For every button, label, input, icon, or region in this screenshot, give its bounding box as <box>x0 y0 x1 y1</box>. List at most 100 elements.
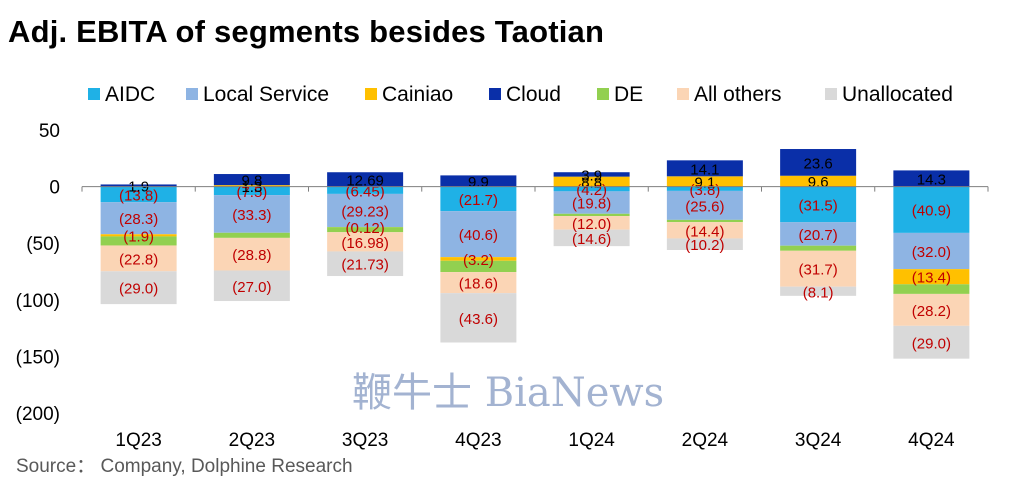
data-label-aidc-4q24: (40.9) <box>912 203 951 220</box>
data-label-local-service-2q23: (33.3) <box>232 207 271 224</box>
bar-cloud-1q24 <box>553 172 630 177</box>
data-label-cainiao-2q24: 9.1 <box>694 174 715 191</box>
bar-local-service-4q24 <box>893 232 970 270</box>
data-label-all-others-1q24: (12.0) <box>572 216 611 233</box>
bar-de-1q24 <box>553 213 630 217</box>
bar-de-2q24 <box>666 219 743 223</box>
bar-cainiao-1q23 <box>100 234 177 237</box>
bar-unallocated-1q24 <box>553 229 630 247</box>
bar-aidc-2q23 <box>213 186 290 196</box>
bar-cainiao-4q23 <box>440 257 517 261</box>
data-label-cainiao-4q23: (3.2) <box>463 252 494 269</box>
data-label-cloud-3q24: 23.6 <box>804 155 833 172</box>
legend: AIDC Local Service Cainiao Cloud DE All other… <box>88 83 953 106</box>
bar-cainiao-4q24 <box>893 269 970 285</box>
bar-cloud-3q23 <box>327 172 404 187</box>
bar-aidc-1q23 <box>100 186 177 203</box>
bar-all-others-2q24 <box>666 222 743 239</box>
bar-cainiao-1q24 <box>553 176 630 187</box>
data-label-all-others-4q24: (28.2) <box>912 303 951 320</box>
data-labels: (13.8)(28.3)(1.9)1.9(22.8)(29.0)(7.5)(33… <box>119 155 951 352</box>
y-tick-label: 0 <box>49 178 60 199</box>
data-label-all-others-1q23: (22.8) <box>119 251 158 268</box>
bar-de-3q23 <box>327 227 404 233</box>
bar-cloud-4q24 <box>893 170 970 187</box>
bar-all-others-1q24 <box>553 216 630 230</box>
legend-label-cloud: Cloud <box>506 83 561 106</box>
bar-aidc-4q23 <box>440 186 517 212</box>
data-label-local-service-4q23: (40.6) <box>459 227 498 244</box>
data-label-cainiao-3q24: 9.6 <box>808 174 829 191</box>
bar-unallocated-4q23 <box>440 293 517 343</box>
data-label-cainiao-3q23: (0.12) <box>346 220 385 237</box>
bar-de-1q23 <box>100 236 177 246</box>
data-label-local-service-3q24: (20.7) <box>799 227 838 244</box>
data-label-cainiao-1q23: (1.9) <box>123 228 154 245</box>
source-note: Source： Company, Dolphine Research <box>16 456 353 477</box>
data-label-all-others-4q23: (18.6) <box>459 276 498 293</box>
bar-local-service-3q23 <box>327 193 404 227</box>
bar-unallocated-2q23 <box>213 270 290 302</box>
x-tick-label: 1Q23 <box>115 430 161 451</box>
bar-de-2q23 <box>213 232 290 238</box>
x-tick-label: 4Q23 <box>455 430 501 451</box>
legend-label-cainiao: Cainiao <box>382 83 453 106</box>
y-tick-label: (200) <box>16 404 60 425</box>
bar-cainiao-3q24 <box>780 175 857 187</box>
data-label-cloud-4q24: 14.3 <box>917 172 946 189</box>
legend-label-unallocated: Unallocated <box>842 83 953 106</box>
legend-swatch-cloud <box>489 88 501 100</box>
data-label-unallocated-2q24: (10.2) <box>685 237 724 254</box>
data-label-aidc-2q23: (7.5) <box>236 184 267 201</box>
bianews-watermark: 鞭牛士 BiaNews <box>352 370 665 416</box>
bar-local-service-2q24 <box>666 190 743 220</box>
bar-aidc-3q24 <box>780 186 857 223</box>
data-label-cainiao-2q23: 1.3 <box>241 179 262 196</box>
data-label-aidc-3q23: (6.45) <box>346 183 385 200</box>
bar-all-others-3q24 <box>780 250 857 287</box>
data-label-all-others-3q23: (16.98) <box>341 235 389 252</box>
x-tick-label: 2Q23 <box>229 430 275 451</box>
data-label-cloud-2q23: 9.8 <box>241 173 262 190</box>
bar-all-others-1q23 <box>100 245 177 272</box>
y-tick-label: (50) <box>26 234 60 255</box>
data-label-local-service-4q24: (32.0) <box>912 244 951 261</box>
data-label-all-others-2q23: (28.8) <box>232 247 271 264</box>
legend-swatch-local-service <box>186 88 198 100</box>
bar-de-3q24 <box>780 245 857 251</box>
x-axis: 1Q23 2Q23 3Q23 4Q23 1Q24 2Q24 3Q24 4Q24 <box>81 186 989 451</box>
data-label-aidc-4q23: (21.7) <box>459 192 498 209</box>
data-label-aidc-1q23: (13.8) <box>119 187 158 204</box>
bar-all-others-4q23 <box>440 272 517 294</box>
data-label-local-service-1q23: (28.3) <box>119 211 158 228</box>
bars <box>100 149 970 359</box>
bar-all-others-2q23 <box>213 237 290 271</box>
data-label-local-service-1q24: (19.8) <box>572 196 611 213</box>
bar-cloud-2q24 <box>666 160 743 177</box>
legend-swatch-de <box>597 88 609 100</box>
legend-swatch-aidc <box>88 88 100 100</box>
bar-local-service-4q23 <box>440 211 517 258</box>
legend-label-de: DE <box>614 83 643 106</box>
bar-aidc-3q23 <box>327 186 404 194</box>
y-tick-label: (150) <box>16 347 60 368</box>
bar-cainiao-2q23 <box>213 185 290 187</box>
bar-local-service-2q23 <box>213 195 290 233</box>
bar-aidc-2q24 <box>666 186 743 191</box>
data-label-cainiao-1q24: 8.8 <box>581 175 602 192</box>
legend-label-aidc: AIDC <box>105 83 155 106</box>
data-label-unallocated-3q24: (8.1) <box>803 284 834 301</box>
bar-unallocated-4q24 <box>893 325 970 359</box>
data-label-local-service-2q24: (25.6) <box>685 198 724 215</box>
legend-swatch-cainiao <box>365 88 377 100</box>
chart-title: Adj. EBITA of segments besides Taotian <box>8 14 605 49</box>
bar-local-service-3q24 <box>780 222 857 246</box>
y-tick-label: (100) <box>16 291 60 312</box>
bar-local-service-1q23 <box>100 202 177 235</box>
data-label-unallocated-2q23: (27.0) <box>232 279 271 296</box>
data-label-aidc-2q24: (3.8) <box>689 182 720 199</box>
data-label-aidc-3q24: (31.5) <box>799 197 838 214</box>
y-axis: 50 0 (50) (100) (150) (200) <box>16 121 60 425</box>
bar-de-4q23 <box>440 260 517 273</box>
